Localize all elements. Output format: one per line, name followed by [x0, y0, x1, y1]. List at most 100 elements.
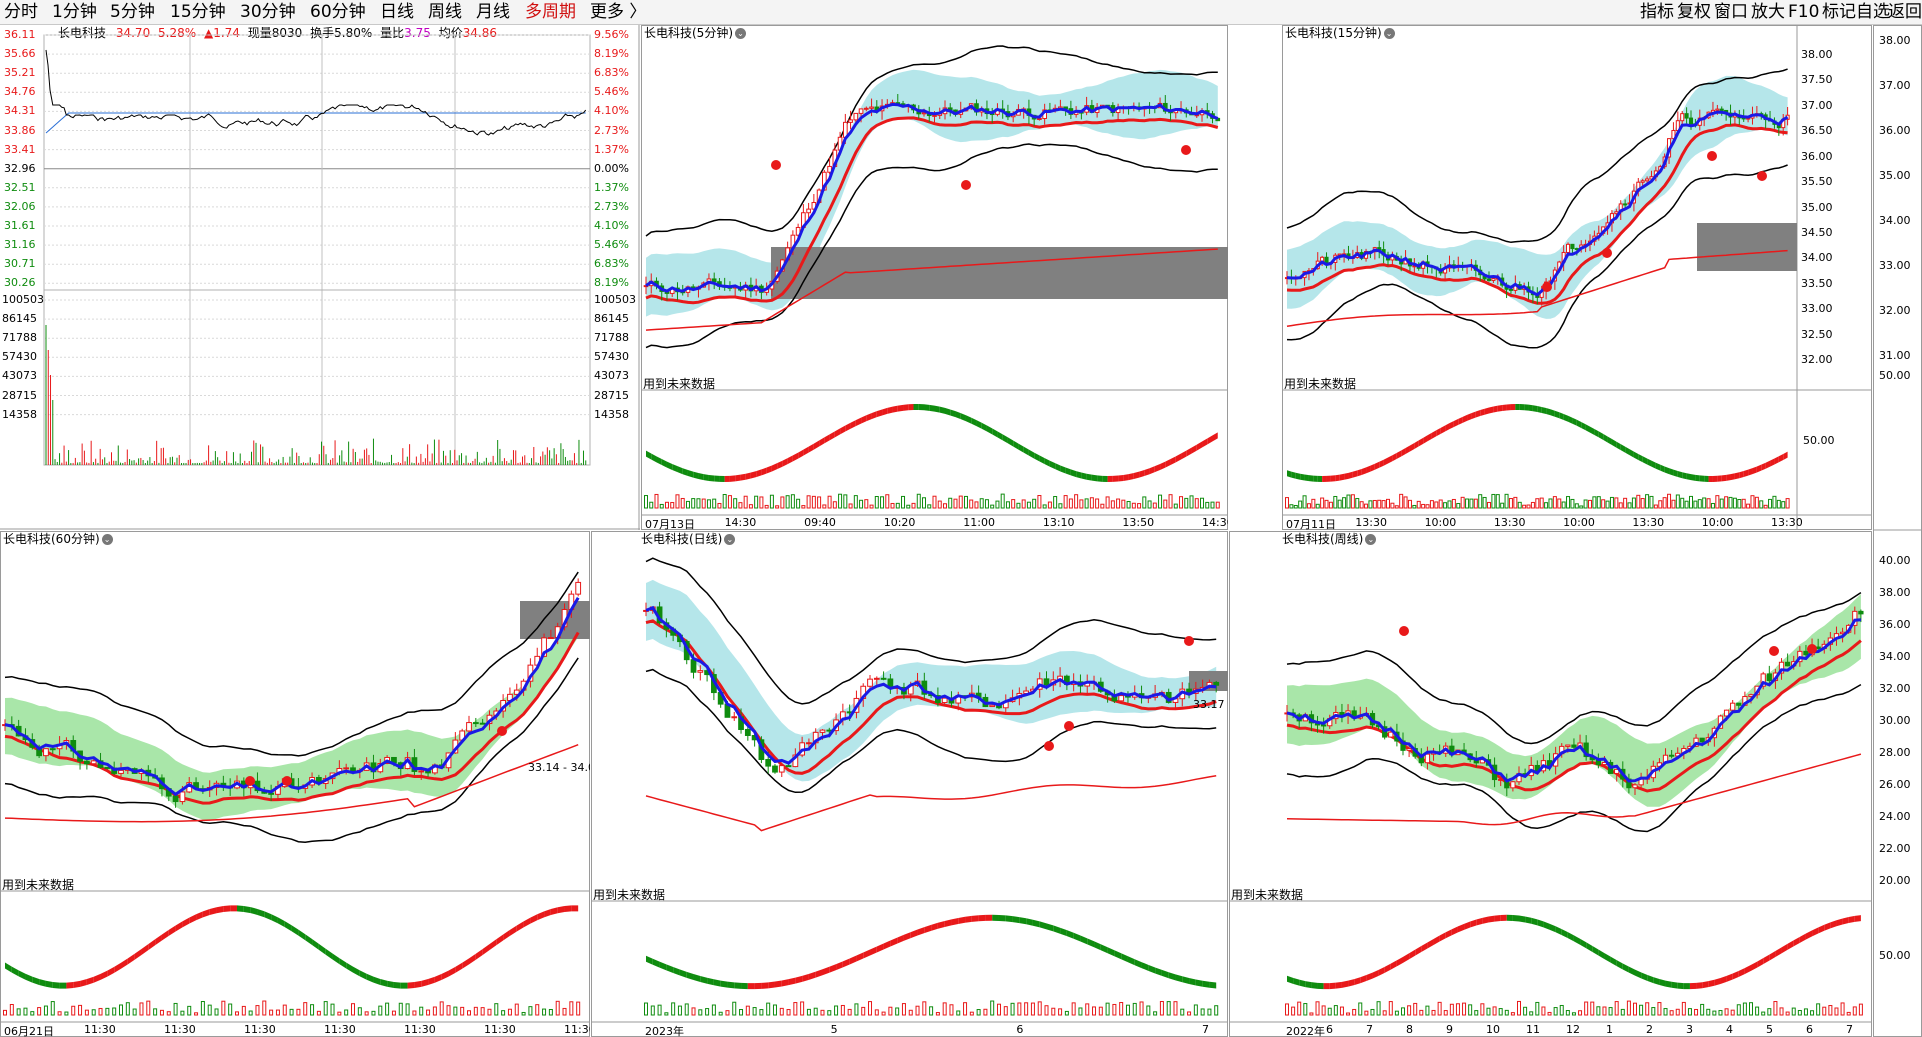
osc-volume-bar — [1749, 1002, 1753, 1016]
period-tab-30min[interactable]: 30分钟 — [240, 2, 296, 22]
candle-body — [1778, 661, 1785, 674]
candle-body — [1803, 650, 1809, 656]
osc-volume-bar — [1152, 502, 1157, 509]
chevron-down-icon[interactable]: ⌄ — [101, 534, 113, 545]
chart-panel-weekly[interactable]: 长电科技(周线) ⌄ 用到未来数据 2022年 6 7 8 9 10 11 12 1 2 3 4 5 6 7 — [1229, 531, 1872, 1037]
oscillator-segment — [727, 981, 735, 989]
right-pct-label: 5.46% — [594, 238, 629, 252]
oscillator-segment — [745, 472, 751, 480]
x-axis-label: 10:00 — [1563, 516, 1595, 529]
osc-volume-bar — [1388, 1001, 1393, 1016]
osc-volume-bar — [1474, 1010, 1479, 1016]
oscillator-segment — [1660, 464, 1665, 473]
panel-title-15min: 长电科技(15分钟) — [1285, 26, 1382, 40]
osc-volume-bar — [1689, 495, 1693, 509]
osc-volume-bar — [659, 503, 664, 509]
period-tab-monthly[interactable]: 月线 — [476, 2, 510, 22]
intraday-chart-panel[interactable]: 长电科技 34.70 5.28% ▲1.74 现量8030 换手5.80% 量比… — [0, 25, 640, 530]
osc-volume-bar — [1487, 501, 1491, 509]
y-axis-label: 32.00 — [1801, 353, 1833, 366]
window-button[interactable]: 窗口 — [1714, 2, 1748, 22]
f10-button[interactable]: F10 — [1788, 2, 1820, 22]
x-axis-label: 12 — [1566, 1023, 1580, 1036]
osc-volume-bar — [1559, 1004, 1564, 1016]
chevron-down-icon[interactable]: ⌄ — [1383, 28, 1395, 39]
x-axis-label: 2022年 — [1286, 1025, 1325, 1037]
osc-volume-bar — [1407, 1005, 1412, 1016]
mark-button[interactable]: 标记 — [1822, 2, 1856, 22]
oscillator-segment — [52, 981, 60, 989]
osc-volume-bar — [200, 1000, 205, 1016]
period-tab-more[interactable]: 更多 〉 — [590, 2, 647, 22]
upper-band-line — [4, 571, 579, 757]
chevron-down-icon[interactable]: ⌄ — [1365, 534, 1377, 545]
osc-volume-bar — [1669, 1010, 1674, 1016]
osc-volume-bar — [1449, 1003, 1454, 1016]
chart-panel-5min[interactable]: 长电科技(5分钟) ⌄ 用到未来数据 07月13日 14:30 09:40 10:20 11… — [641, 25, 1228, 530]
candle-body — [1320, 724, 1327, 727]
oscillator-segment — [1607, 436, 1612, 446]
oscillator-segment — [1721, 474, 1727, 482]
candle-body — [1723, 709, 1730, 717]
oscillator-segment — [1044, 458, 1050, 467]
oscillator-segment — [1799, 933, 1806, 943]
osc-volume-bar — [1026, 501, 1031, 509]
upper-band-line — [645, 557, 1217, 705]
osc-volume-bar — [685, 500, 690, 509]
osc-volume-bar — [748, 504, 753, 509]
indicator-button[interactable]: 指标 — [1640, 2, 1674, 22]
period-tab-1min[interactable]: 1分钟 — [52, 2, 97, 22]
osc-volume-bar — [859, 499, 864, 509]
oscillator-segment — [1403, 953, 1410, 963]
sub-axis-label: 50.00 — [1803, 434, 1835, 447]
watchlist-button[interactable]: 自选 — [1856, 2, 1890, 22]
candle-body — [806, 742, 812, 745]
ma-long-line — [4, 743, 579, 823]
period-tab-timeshare[interactable]: 分时 — [4, 2, 38, 22]
period-tab-5min[interactable]: 5分钟 — [110, 2, 155, 22]
oscillator-segment — [1677, 982, 1684, 990]
oscillator-segment — [1384, 963, 1391, 973]
oscillator-segment — [1739, 471, 1744, 479]
osc-volume-bar — [796, 498, 801, 509]
oscillator-segment — [1313, 475, 1318, 482]
chart-panel-15min[interactable]: 长电科技(15分钟) ⌄ 用到未来数据 07月11日 13:30 10:00 13:30 1… — [1282, 25, 1872, 530]
x-axis-label: 13:10 — [1042, 516, 1075, 529]
oscillator-segment — [924, 404, 930, 411]
zoom-button[interactable]: 放大 — [1751, 2, 1785, 22]
osc-volume-bar — [1667, 493, 1672, 509]
osc-volume-bar — [995, 500, 1000, 509]
right-axis-price: 38.00 — [1879, 34, 1911, 47]
chevron-down-icon[interactable]: ⌄ — [724, 534, 736, 545]
right-price-axis: 38.00 37.00 36.00 35.00 34.00 33.00 32.00 31.00… — [1873, 25, 1922, 1037]
osc-volume-bar — [221, 1000, 226, 1016]
period-tab-15min[interactable]: 15分钟 — [170, 2, 226, 22]
period-tab-multi[interactable]: 多周期 — [525, 2, 576, 22]
candle-body — [1486, 278, 1492, 281]
oscillator-segment — [1471, 411, 1476, 420]
chart-panel-60min[interactable]: 长电科技(60分钟) ⌄ 用到未来数据 06月21日 11:30 11:30 11:30 1… — [0, 531, 590, 1037]
back-button[interactable]: 返回 — [1888, 2, 1922, 22]
oscillator-segment — [1134, 959, 1142, 969]
osc-volume-bar — [1710, 502, 1715, 509]
osc-volume-bar — [1210, 501, 1215, 509]
chevron-down-icon[interactable]: ⌄ — [735, 28, 746, 39]
oscillator-segment — [475, 948, 483, 960]
x-axis-label: 11:30 — [244, 1023, 276, 1036]
ma-blue-line — [1286, 618, 1862, 783]
oscillator-segment — [761, 982, 769, 989]
period-tab-daily[interactable]: 日线 — [380, 2, 414, 22]
period-tab-60min[interactable]: 60分钟 — [310, 2, 366, 22]
chart-panel-daily[interactable]: 长电科技(日线)⌄ 用到未来数据 2023年 5 6 7 33.17 - — [591, 531, 1228, 1037]
oscillator-segment — [781, 979, 789, 987]
left-volume-label: 43073 — [2, 369, 37, 383]
rights-adjust-button[interactable]: 复权 — [1677, 2, 1711, 22]
oscillator-segment — [1202, 980, 1210, 988]
oscillator-segment — [1401, 447, 1406, 457]
right-axis-price: 22.00 — [1879, 842, 1911, 855]
osc-volume-bar — [1834, 1007, 1839, 1016]
osc-volume-bar — [207, 1004, 212, 1016]
osc-volume-bar — [419, 1006, 424, 1016]
period-tab-weekly[interactable]: 周线 — [428, 2, 462, 22]
avg-price-line — [45, 112, 586, 134]
